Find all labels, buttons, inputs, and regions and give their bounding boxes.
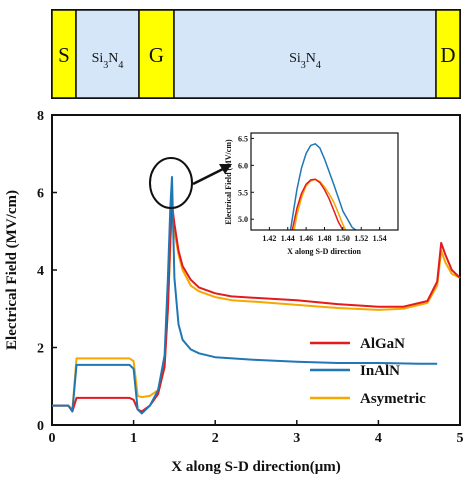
inset-series-line-algan — [291, 178, 344, 231]
device-segment-source — [51, 9, 77, 99]
y-tick-label: 4 — [37, 264, 44, 279]
inset-y-tick-label: 5.0 — [238, 215, 248, 224]
x-tick-label: 2 — [212, 431, 219, 446]
device-label-drain: D — [440, 43, 455, 67]
inset-series — [289, 143, 357, 231]
x-tick-label: 5 — [457, 431, 464, 446]
inset-background — [251, 133, 398, 230]
inset-x-tick-label: 1.44 — [281, 234, 295, 243]
peak-highlight-arrow — [192, 166, 226, 186]
x-tick-label: 4 — [375, 431, 382, 446]
legend: AlGaN InAlN Asymetric — [310, 336, 426, 407]
inset-series-line-asymetric — [293, 178, 347, 231]
y-tick-label: 8 — [37, 109, 44, 124]
x-tick-label: 0 — [49, 431, 56, 446]
legend-label-inaln: InAlN — [360, 363, 400, 379]
inset-y-tick-label: 6.5 — [238, 134, 248, 143]
y-tick-label: 2 — [37, 342, 44, 357]
device-label-passivation-left: Si3N4 — [92, 51, 124, 71]
y-tick-label: 6 — [37, 187, 44, 202]
device-segment-passivation-left — [75, 9, 140, 99]
main-ticks: 0 1 2 3 4 5 0 2 4 6 8 — [37, 109, 464, 446]
device-label-gate: G — [149, 43, 164, 67]
inset-series-line-inaln — [289, 143, 357, 231]
inset-y-tick-label: 5.5 — [238, 188, 248, 197]
series-line-asymetric — [52, 207, 461, 411]
series-line-algan — [52, 203, 461, 413]
x-axis-title: X along S-D direction(μm) — [171, 459, 340, 475]
inset-x-tick-label: 1.50 — [336, 234, 350, 243]
main-chart: 0 1 2 3 4 5 0 2 4 6 8 X along S-D direction(μm) El… — [4, 109, 464, 475]
inset-y-tick-label: 6.0 — [238, 161, 248, 170]
y-tick-label: 0 — [37, 419, 44, 434]
inset-x-tick-label: 1.54 — [373, 234, 387, 243]
legend-label-asymetric: Asymetric — [360, 391, 426, 407]
inset-x-tick-label: 1.52 — [354, 234, 368, 243]
peak-highlight-arrowhead — [219, 164, 232, 174]
inset-chart: 1.42 1.44 1.46 1.48 1.50 1.52 1.54 5.0 5.5 6.0 6.5… — [224, 132, 399, 256]
device-label-source: S — [58, 43, 70, 67]
inset-x-tick-label: 1.46 — [299, 234, 313, 243]
x-tick-label: 1 — [130, 431, 137, 446]
inset-x-tick-label: 1.48 — [318, 234, 332, 243]
x-tick-label: 3 — [293, 431, 300, 446]
inset-x-tick-label: 1.42 — [262, 234, 276, 243]
inset-ticks: 1.42 1.44 1.46 1.48 1.50 1.52 1.54 5.0 5.5 6.0 6.5 — [238, 134, 387, 243]
series-line-inaln — [52, 176, 438, 415]
y-axis-title: Electrical Field (MV/cm) — [4, 190, 20, 350]
device-segment-drain — [435, 9, 461, 99]
inset-x-axis-title: X along S-D direction — [287, 247, 361, 256]
device-label-passivation-right: Si3N4 — [289, 51, 321, 71]
peak-highlight-ellipse — [149, 157, 193, 209]
main-series — [52, 176, 461, 415]
device-schematic: S Si3N4 G Si3N4 D — [51, 9, 461, 99]
device-segment-passivation-right — [173, 9, 437, 99]
legend-label-algan: AlGaN — [360, 336, 405, 352]
inset-y-axis-title: Electrical Field (MV/cm) — [224, 139, 233, 225]
